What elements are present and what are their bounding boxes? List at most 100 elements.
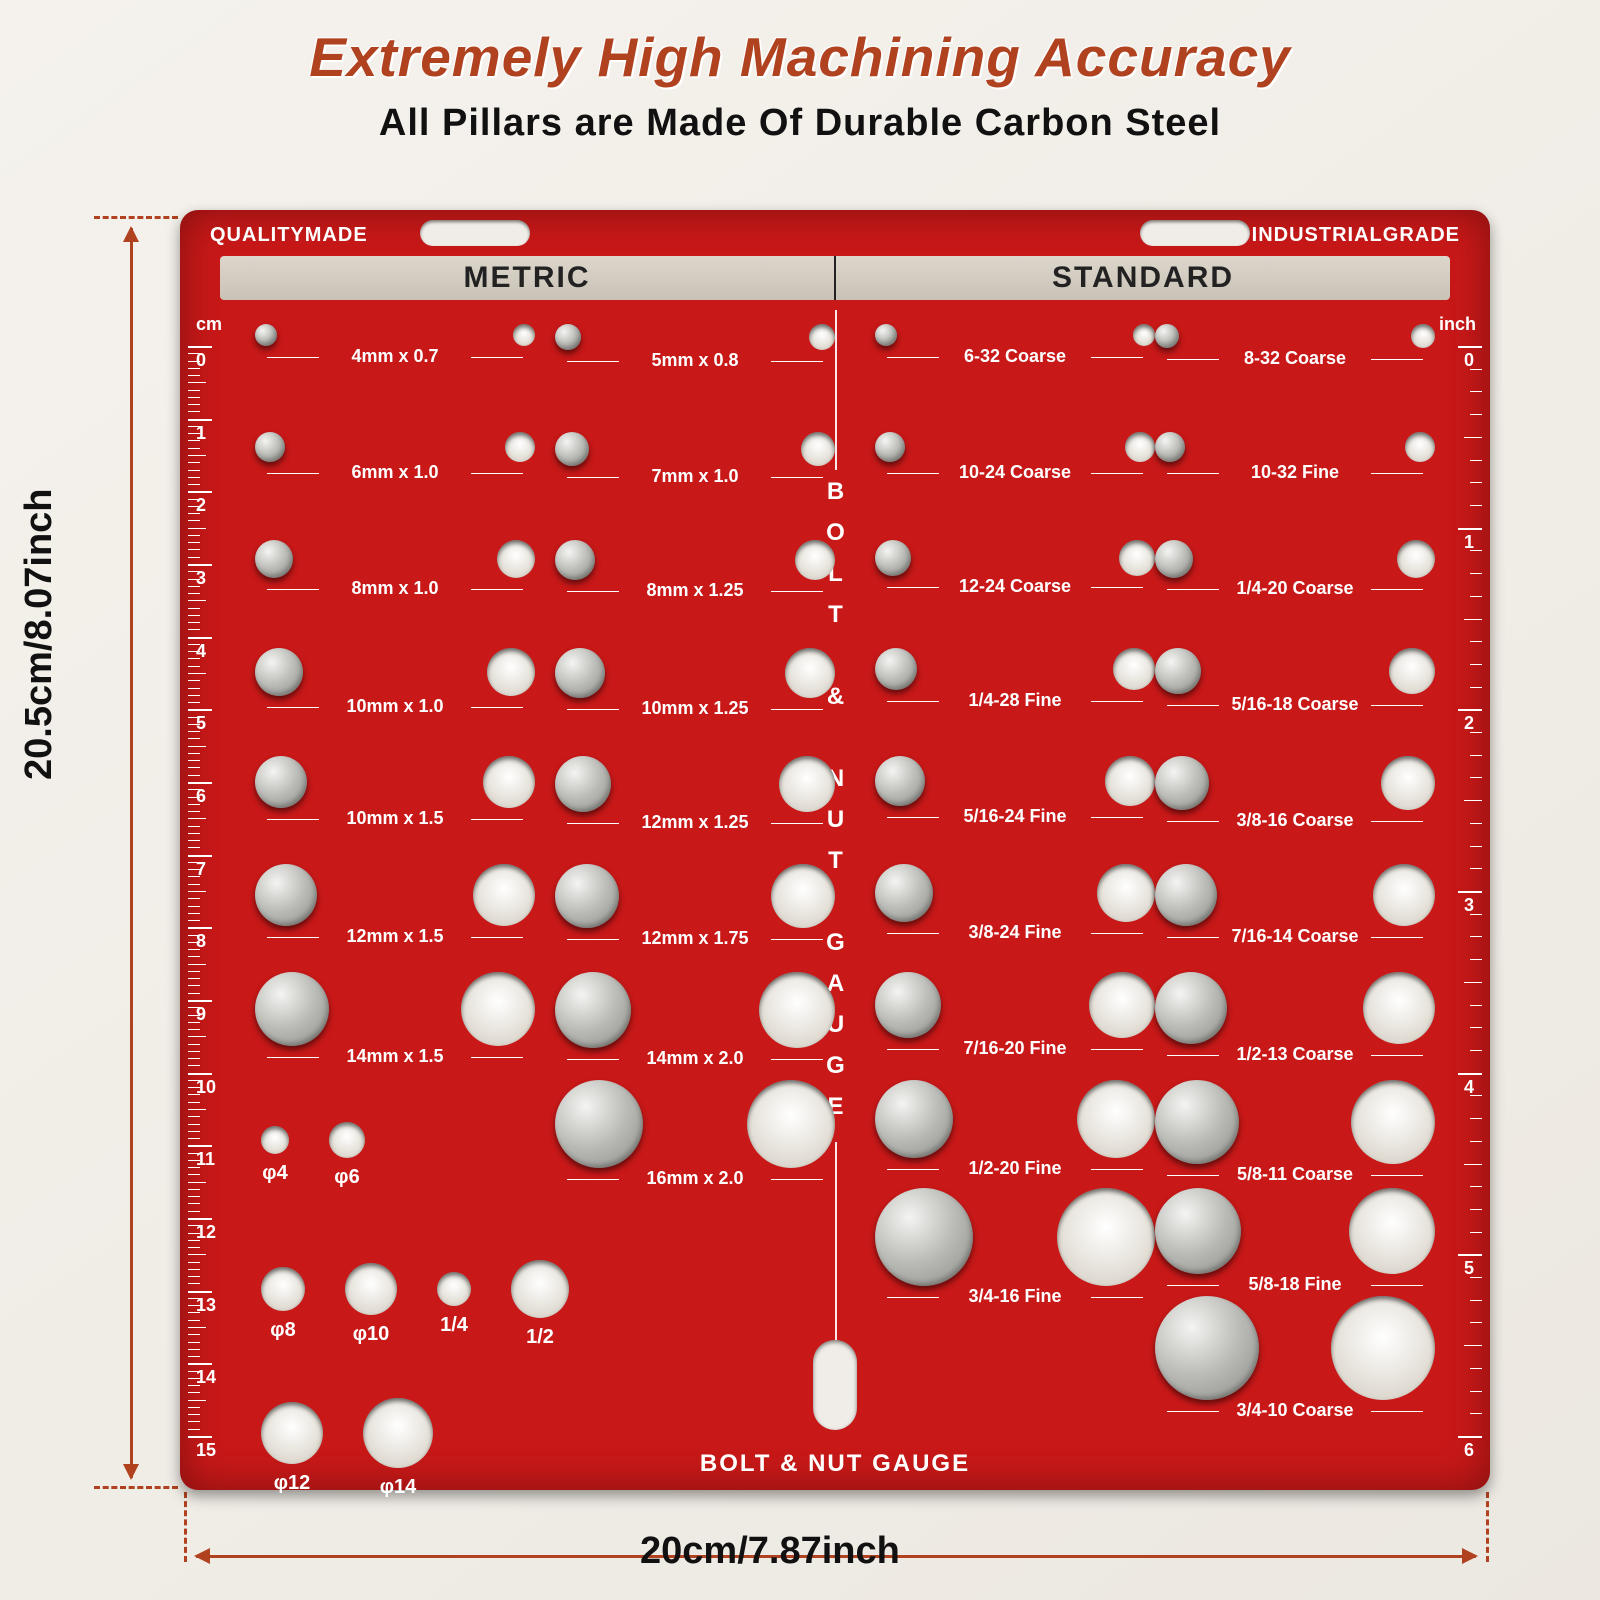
ruler-minor-tick (188, 862, 200, 863)
phi-item: φ4 (261, 1126, 289, 1185)
hang-slot-left (420, 220, 530, 246)
ruler-minor-tick (188, 1051, 200, 1052)
hole (1119, 540, 1155, 576)
phi-item: 1/4 (437, 1272, 471, 1337)
ruler-minor-tick (188, 499, 200, 500)
ruler-tick (188, 637, 212, 639)
ruler-minor-tick (188, 1065, 200, 1066)
ruler-minor-tick (188, 1240, 200, 1241)
ruler-tick (188, 855, 212, 857)
hole (261, 1267, 305, 1311)
ruler-minor-tick (188, 1262, 200, 1263)
dash-bottom (94, 1486, 178, 1489)
ruler-minor-tick (188, 1356, 200, 1357)
ruler-minor-tick (188, 411, 200, 412)
size-label: 1/4-20 Coarse (1155, 578, 1435, 599)
ruler-minor-tick (1470, 1232, 1482, 1233)
pillar (555, 864, 619, 928)
phi-label: 1/4 (437, 1314, 471, 1337)
pillar (255, 756, 307, 808)
size-label: 10mm x 1.5 (255, 808, 535, 829)
gauge-pair (1155, 968, 1435, 1048)
header-metric: METRIC (220, 256, 834, 300)
ruler-minor-tick (188, 1094, 200, 1095)
gauge-pair (255, 536, 535, 582)
ruler-minor-tick (188, 797, 200, 798)
hole (771, 864, 835, 928)
ruler-minor-tick (188, 971, 200, 972)
hole (1351, 1080, 1435, 1164)
hole (461, 972, 535, 1046)
dash-left (184, 1492, 187, 1562)
ruler-minor-tick (188, 397, 200, 398)
gauge-pair (1155, 644, 1435, 698)
ruler-minor-tick (188, 1342, 200, 1343)
ruler-minor-tick (188, 542, 200, 543)
ruler-minor-tick (188, 731, 200, 732)
pillar (875, 648, 917, 690)
ruler-minor-tick (188, 1153, 200, 1154)
pillar (555, 1080, 643, 1168)
ruler-minor-tick (188, 513, 200, 514)
ruler-tick (188, 564, 212, 566)
ruler-minor-tick (188, 666, 200, 667)
ruler-minor-tick (188, 404, 200, 405)
ruler-minor-tick (188, 375, 200, 376)
hole (795, 540, 835, 580)
size-label: 5/8-11 Coarse (1155, 1164, 1435, 1185)
pillar (1155, 1080, 1239, 1164)
hole (487, 648, 535, 696)
size-label: 12mm x 1.5 (255, 926, 535, 947)
pillar (1155, 324, 1179, 348)
ruler-tick (188, 1291, 212, 1293)
ruler-minor-tick (188, 1087, 200, 1088)
hole (1133, 324, 1155, 346)
ruler-minor-tick (188, 985, 200, 986)
ruler-minor-tick (188, 1124, 200, 1125)
ruler-tick (1458, 709, 1482, 711)
hole (1363, 972, 1435, 1044)
ruler-inch-label: inch (1439, 314, 1476, 335)
pillar (875, 432, 905, 462)
ruler-minor-tick (1470, 1050, 1482, 1051)
ruler-tick (188, 1000, 212, 1002)
ruler-minor-tick (188, 368, 200, 369)
gauge-pair (255, 752, 535, 812)
phi-label: φ10 (345, 1323, 397, 1346)
hole (1057, 1188, 1155, 1286)
ruler-tick (188, 419, 212, 421)
ruler-minor-tick (188, 658, 200, 659)
ruler-minor-tick (1470, 1209, 1482, 1210)
ruler-tick (188, 346, 212, 348)
size-label: 12mm x 1.75 (555, 928, 835, 949)
hole (1125, 432, 1155, 462)
ruler-minor-tick (1470, 687, 1482, 688)
ruler-minor-tick (188, 826, 200, 827)
hole (1089, 972, 1155, 1038)
ruler-minor-tick (188, 1283, 200, 1284)
size-label: 14mm x 1.5 (255, 1046, 535, 1067)
ruler-minor-tick (188, 484, 200, 485)
ruler-minor-tick (188, 993, 200, 994)
ruler-minor-tick (1470, 777, 1482, 778)
gauge-pair (555, 644, 835, 702)
hole (1113, 648, 1155, 690)
phi-label: φ4 (261, 1162, 289, 1185)
phi-item: 1/2 (511, 1260, 569, 1349)
phi-row-1: φ4φ6 (261, 1122, 365, 1189)
size-label: 3/4-16 Fine (875, 1286, 1155, 1307)
hole (513, 324, 535, 346)
ruler-minor-tick (188, 804, 200, 805)
gauge-pair (875, 428, 1155, 466)
ruler-minor-tick (188, 1429, 200, 1430)
ruler-minor-tick (1470, 755, 1482, 756)
ruler-minor-tick (188, 1414, 200, 1415)
pillar (875, 1080, 953, 1158)
hole (779, 756, 835, 812)
col-std-2: 8-32 Coarse10-32 Fine1/4-20 Coarse5/16-1… (1155, 320, 1435, 1450)
ruler-minor-tick (188, 1022, 200, 1023)
gauge-pair (1155, 1292, 1435, 1404)
size-label: 7mm x 1.0 (555, 466, 835, 487)
ruler-minor-tick (188, 644, 200, 645)
pillar (555, 756, 611, 812)
